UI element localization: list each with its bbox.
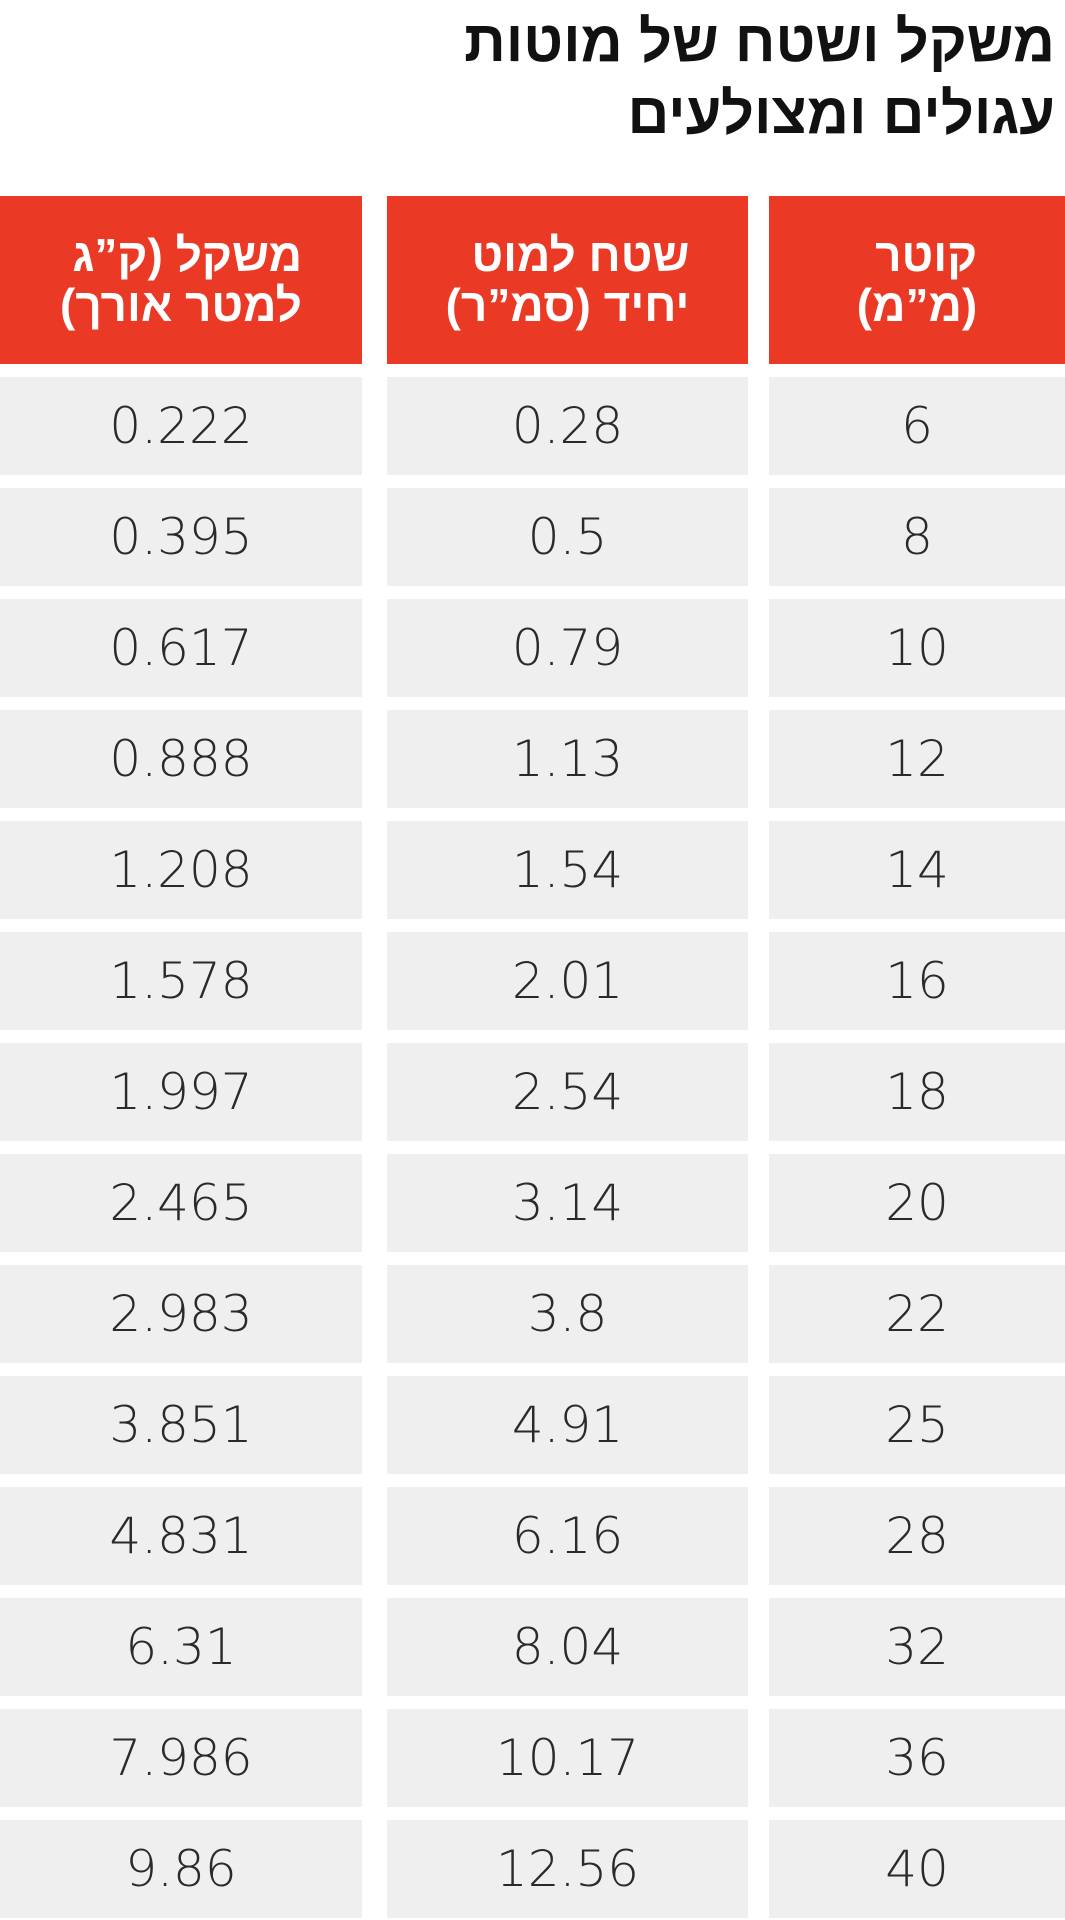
table-cell: 3.851 <box>0 1376 362 1474</box>
header-cell: קוטר (מ”מ) <box>769 196 1065 364</box>
table-cell: 0.617 <box>0 599 362 697</box>
table-cell: 2.01 <box>387 932 748 1030</box>
table-cell: 4.831 <box>0 1487 362 1585</box>
table-cell: 10 <box>769 599 1065 697</box>
table-cell: 1.578 <box>0 932 362 1030</box>
table-cell: 18 <box>769 1043 1065 1141</box>
table-cell: 36 <box>769 1709 1065 1807</box>
table-cell: 14 <box>769 821 1065 919</box>
header-line: (מ”מ) <box>856 279 978 331</box>
table-cell: 3.14 <box>387 1154 748 1252</box>
table-cell: 32 <box>769 1598 1065 1696</box>
table-cell: 2.465 <box>0 1154 362 1252</box>
header-line: למטר אורך) <box>60 279 302 331</box>
table-cell: 4.91 <box>387 1376 748 1474</box>
table-cell: 0.79 <box>387 599 748 697</box>
table-cell: 25 <box>769 1376 1065 1474</box>
header-cell: שטח למוט יחיד (סמ”ר) <box>387 196 748 364</box>
table-cell: 10.17 <box>387 1709 748 1807</box>
title: משקל ושטח של מוטות עגולים ומצולעים <box>464 6 1055 150</box>
table-cell: 12 <box>769 710 1065 808</box>
table-cell: 0.5 <box>387 488 748 586</box>
table-cell: 40 <box>769 1820 1065 1918</box>
header-text: קוטר (מ”מ) <box>857 230 977 330</box>
table-cell: 8.04 <box>387 1598 748 1696</box>
table-cell: 1.54 <box>387 821 748 919</box>
table-cell: 0.395 <box>0 488 362 586</box>
table-cell: 28 <box>769 1487 1065 1585</box>
table-cell: 1.13 <box>387 710 748 808</box>
table-cell: 3.8 <box>387 1265 748 1363</box>
table-cell: 20 <box>769 1154 1065 1252</box>
table-cell: 6 <box>769 377 1065 475</box>
header-cell: משקל (ק”ג למטר אורך) <box>0 196 362 364</box>
header-line: משקל (ק”ג <box>72 229 302 281</box>
table-cell: 7.986 <box>0 1709 362 1807</box>
table-cell: 22 <box>769 1265 1065 1363</box>
table-cell: 2.54 <box>387 1043 748 1141</box>
title-line: משקל ושטח של מוטות <box>464 9 1055 74</box>
table-cell: 8 <box>769 488 1065 586</box>
table-cell: 0.222 <box>0 377 362 475</box>
table-cell: 1.208 <box>0 821 362 919</box>
table-cell: 6.31 <box>0 1598 362 1696</box>
header-line: קוטר <box>875 229 978 281</box>
table-cell: 0.28 <box>387 377 748 475</box>
title-line: עגולים ומצולעים <box>627 81 1055 146</box>
table-cell: 1.997 <box>0 1043 362 1141</box>
header-text: שטח למוט יחיד (סמ”ר) <box>446 230 690 330</box>
table-cell: 6.16 <box>387 1487 748 1585</box>
header-text: משקל (ק”ג למטר אורך) <box>60 230 302 330</box>
table-cell: 0.888 <box>0 710 362 808</box>
table-cell: 12.56 <box>387 1820 748 1918</box>
header-line: יחיד (סמ”ר) <box>445 279 690 331</box>
table-cell: 16 <box>769 932 1065 1030</box>
table-cell: 9.86 <box>0 1820 362 1918</box>
table-cell: 2.983 <box>0 1265 362 1363</box>
header-line: שטח למוט <box>471 229 690 281</box>
